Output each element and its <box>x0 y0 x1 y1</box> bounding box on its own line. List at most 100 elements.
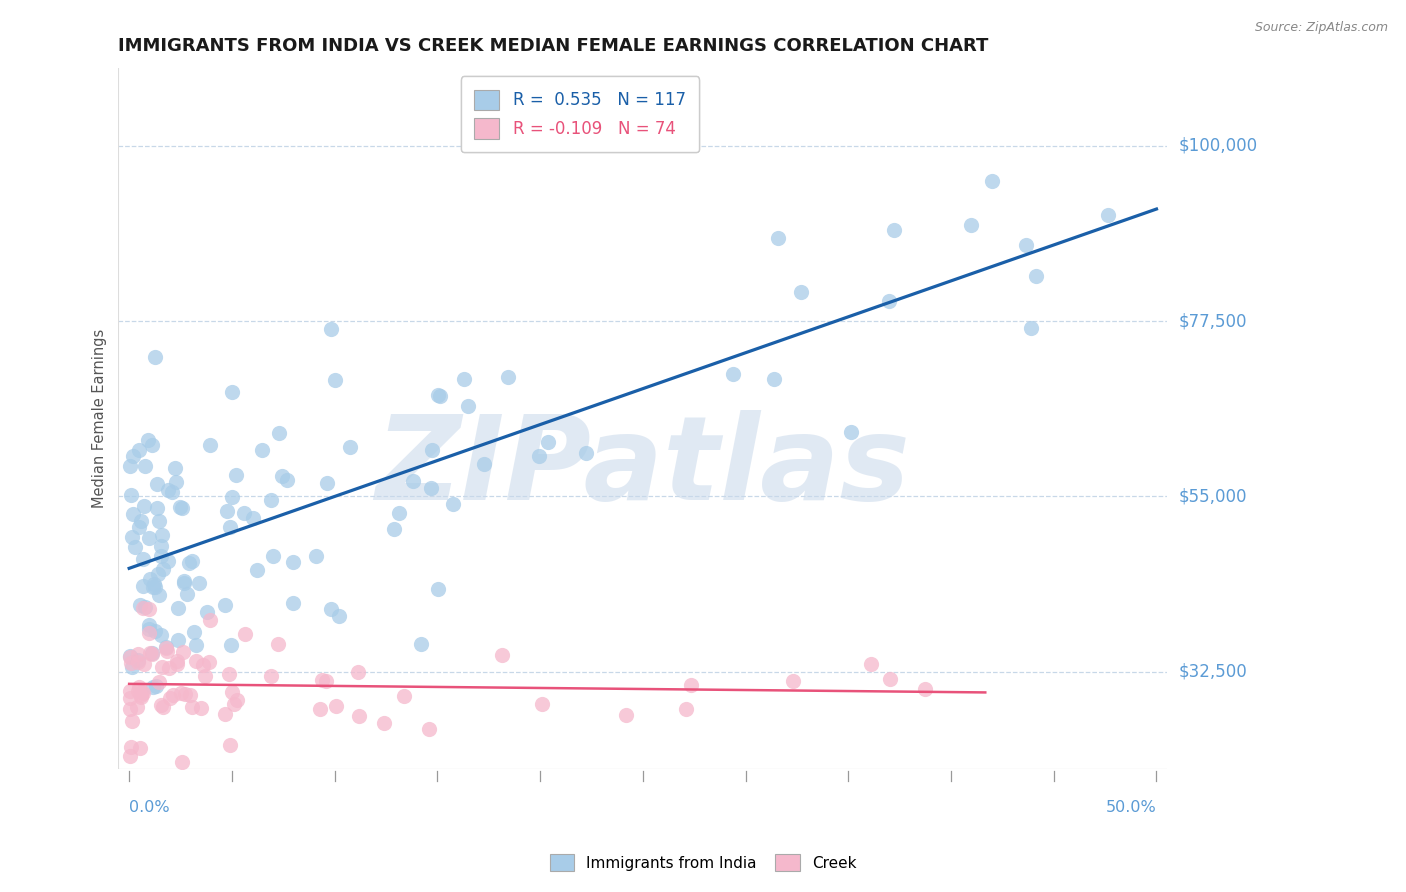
Point <box>179 688 201 702</box>
Point <box>134 599 156 614</box>
Point <box>180 700 202 714</box>
Point <box>138 626 160 640</box>
Text: ZIPatlas: ZIPatlas <box>375 410 910 525</box>
Point <box>127 655 149 669</box>
Point <box>169 500 191 515</box>
Point <box>221 490 243 504</box>
Point <box>167 632 190 647</box>
Point <box>173 574 195 588</box>
Point <box>141 437 163 451</box>
Y-axis label: Median Female Earnings: Median Female Earnings <box>93 329 107 508</box>
Point <box>136 433 159 447</box>
Point <box>429 389 451 403</box>
Point <box>328 609 350 624</box>
Legend: Immigrants from India, Creek: Immigrants from India, Creek <box>544 848 862 877</box>
Point <box>762 372 785 386</box>
Point <box>768 231 790 245</box>
Point <box>143 350 166 364</box>
Point <box>128 680 150 694</box>
Point <box>172 755 194 769</box>
Point <box>270 468 292 483</box>
Point <box>409 637 432 651</box>
Point <box>529 449 551 463</box>
Point <box>132 499 155 513</box>
Text: Source: ZipAtlas.com: Source: ZipAtlas.com <box>1254 21 1388 34</box>
Point <box>121 530 143 544</box>
Point <box>198 438 221 452</box>
Point <box>315 475 337 490</box>
Point <box>138 531 160 545</box>
Point <box>262 549 284 563</box>
Point <box>127 648 149 662</box>
Point <box>146 477 169 491</box>
Point <box>388 506 411 520</box>
Point <box>373 716 395 731</box>
Point <box>138 623 160 637</box>
Point <box>531 698 554 712</box>
Point <box>184 638 207 652</box>
Point <box>382 522 405 536</box>
Point <box>226 693 249 707</box>
Point <box>152 561 174 575</box>
Point <box>128 443 150 458</box>
Point <box>120 749 142 764</box>
Text: $55,000: $55,000 <box>1178 487 1247 506</box>
Point <box>129 598 152 612</box>
Point <box>150 528 173 542</box>
Point <box>537 435 560 450</box>
Point <box>162 689 184 703</box>
Point <box>127 684 149 698</box>
Point <box>149 539 172 553</box>
Point <box>267 637 290 651</box>
Point <box>190 700 212 714</box>
Point <box>146 567 169 582</box>
Point <box>219 638 242 652</box>
Point <box>172 645 194 659</box>
Point <box>148 675 170 690</box>
Point <box>194 669 217 683</box>
Point <box>142 577 165 591</box>
Point <box>325 699 347 714</box>
Point <box>883 223 905 237</box>
Point <box>131 552 153 566</box>
Point <box>498 370 520 384</box>
Point <box>129 515 152 529</box>
Point <box>420 481 443 495</box>
Point <box>156 554 179 568</box>
Point <box>142 580 165 594</box>
Point <box>214 706 236 721</box>
Point <box>134 458 156 473</box>
Text: $77,500: $77,500 <box>1178 312 1247 330</box>
Point <box>198 613 221 627</box>
Point <box>218 667 240 681</box>
Point <box>148 514 170 528</box>
Point <box>392 690 415 704</box>
Point <box>960 218 983 232</box>
Point <box>138 602 160 616</box>
Point <box>675 702 697 716</box>
Point <box>224 698 246 712</box>
Point <box>1025 268 1047 283</box>
Point <box>877 294 900 309</box>
Point <box>120 683 142 698</box>
Point <box>1019 321 1042 335</box>
Point <box>281 596 304 610</box>
Point <box>150 698 173 713</box>
Point <box>132 686 155 700</box>
Point <box>215 504 238 518</box>
Point <box>156 644 179 658</box>
Point <box>860 657 883 672</box>
Point <box>879 672 901 686</box>
Point <box>121 507 143 521</box>
Point <box>232 506 254 520</box>
Point <box>148 588 170 602</box>
Point <box>128 740 150 755</box>
Point <box>166 654 188 668</box>
Point <box>159 691 181 706</box>
Point <box>914 681 936 696</box>
Point <box>1097 208 1119 222</box>
Point <box>120 650 142 665</box>
Point <box>160 484 183 499</box>
Point <box>138 572 160 586</box>
Point <box>122 450 145 464</box>
